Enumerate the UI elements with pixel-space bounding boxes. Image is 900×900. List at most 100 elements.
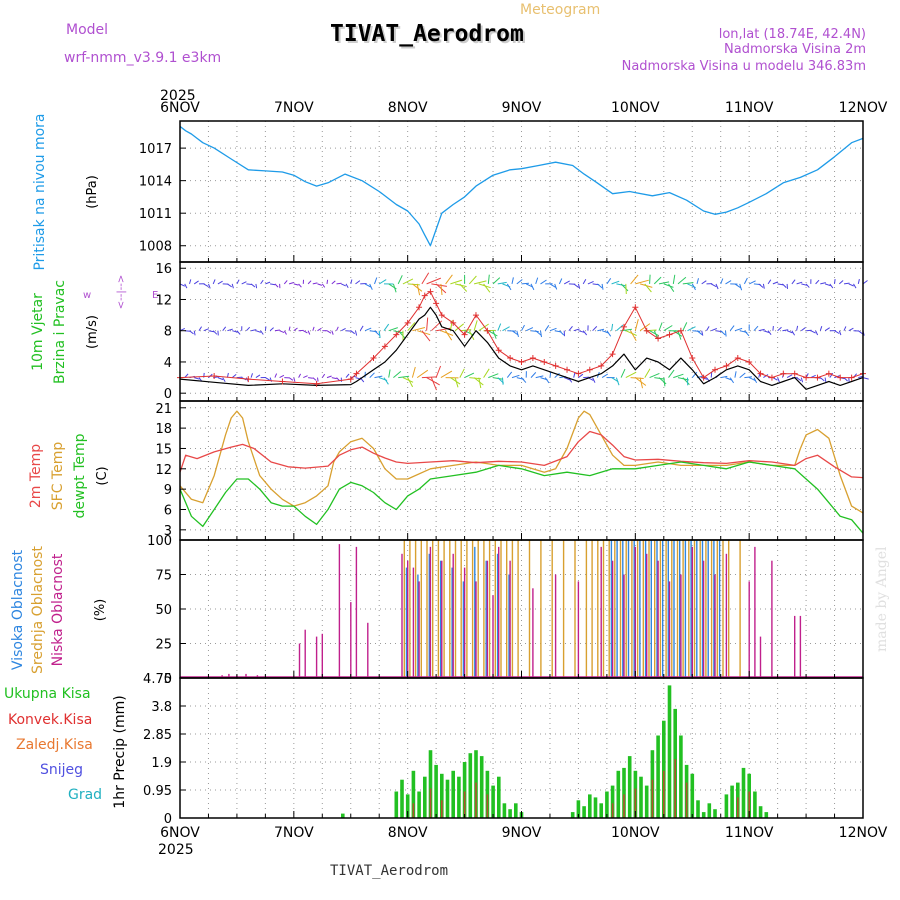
wind-barb [331, 330, 334, 335]
gust-marker [734, 355, 741, 362]
wind-barb [772, 281, 779, 285]
y-tick-label: 1.9 [151, 756, 172, 771]
cloud-low-axis-label: Niska Oblacnost [50, 553, 66, 666]
precip-total-bar [451, 770, 455, 818]
wind-barb [853, 283, 857, 289]
meteogram-subtitle: Meteogram [520, 2, 600, 18]
precip-total-bar [730, 785, 734, 818]
dewpoint-line [179, 461, 864, 534]
wind-barb [782, 329, 789, 332]
wind-barb [274, 329, 280, 332]
wind-barb [810, 330, 816, 334]
wind-barb [540, 330, 542, 338]
wind-barb [421, 272, 430, 285]
day-label-top: 10NOV [611, 100, 660, 116]
wind-barb [393, 371, 402, 378]
wind-barb [255, 330, 261, 333]
wind-barb [734, 283, 742, 289]
wind-barb [383, 323, 390, 331]
wind-barb [260, 279, 264, 285]
precip-total-bar [724, 794, 729, 818]
wind-barb [625, 330, 637, 336]
wind-barb [217, 377, 224, 381]
year-top: 2025 [160, 88, 196, 104]
y-tick-label: 18 [155, 422, 172, 437]
wind-barb [388, 369, 391, 378]
gust-marker [370, 355, 377, 362]
y-tick-label: 2.85 [143, 728, 172, 743]
wind-barb [497, 281, 507, 285]
wind-barb [824, 377, 827, 383]
wind-barb [345, 373, 350, 378]
wind-barb [767, 330, 772, 336]
wind-barb [397, 275, 403, 285]
wind-barb [184, 283, 188, 289]
cloud-unit-label: (%) [93, 599, 108, 622]
wind-barb [701, 280, 707, 285]
dewpoint-axis-label: dewpt Temp [72, 433, 88, 518]
wind-dir-w: w [83, 290, 91, 301]
wind-barb [777, 326, 782, 332]
wind-barb [592, 377, 596, 383]
gust-marker [825, 370, 832, 377]
wind-barb [848, 327, 854, 332]
wind-barb [502, 377, 504, 385]
day-label-bottom: 8NOV [388, 825, 428, 841]
wind-barb [677, 276, 687, 285]
wind-barb [189, 330, 194, 335]
precip-conv-bar [623, 794, 625, 818]
y-tick-label: 0.95 [143, 784, 172, 799]
wind-barb [317, 283, 323, 286]
y-tick-label: 4.75 [143, 672, 172, 687]
wind-barb [350, 330, 356, 335]
wind-barb [801, 283, 807, 286]
gust-marker [837, 374, 844, 381]
wind-barb [668, 283, 675, 292]
wind-barb [663, 283, 674, 288]
gust-marker [450, 319, 457, 326]
wind-barb [331, 280, 336, 285]
wind-barb [430, 377, 437, 391]
wind-barb [558, 278, 563, 285]
wind-barb [412, 327, 426, 332]
gust-marker [814, 374, 821, 381]
wind-barb [606, 330, 612, 337]
wind-barb [308, 377, 313, 379]
wind-barb [559, 330, 565, 336]
wind-barb [250, 373, 253, 378]
precip-conv-bar [429, 788, 432, 818]
wind-barb [682, 377, 690, 385]
gust-marker [347, 376, 354, 383]
wind-barb [274, 283, 279, 288]
wind-barb [710, 372, 713, 378]
wind-barb [255, 283, 258, 289]
wind-barb [279, 374, 285, 379]
precip-total-bar [707, 803, 712, 818]
wind-barb [288, 326, 291, 331]
gust-marker [666, 331, 673, 338]
wind-barb [739, 372, 746, 378]
wind-barb [815, 279, 820, 285]
precip-total-bar [491, 785, 495, 818]
wind-barb [378, 330, 381, 338]
y-tick-label: 15 [155, 442, 172, 457]
y-tick-label: 1011 [139, 207, 172, 222]
wind-barb [549, 327, 557, 332]
precip-total-bar [593, 797, 598, 818]
precip-total-bar [405, 794, 410, 818]
wind-barb [492, 330, 497, 339]
y-tick-label: 12 [155, 463, 172, 478]
wind-barb [331, 377, 337, 380]
precip-total-bar [588, 794, 592, 818]
wind-barb [464, 372, 475, 379]
wind-barb [682, 282, 694, 285]
precip-total-bar [662, 720, 666, 818]
gust-marker [416, 304, 423, 311]
wind-barb [720, 330, 726, 336]
wind-barb [625, 283, 627, 295]
wind-barb [492, 277, 501, 285]
wind-barb [601, 373, 609, 379]
wind-barb [283, 280, 288, 285]
wind-barb [568, 325, 573, 332]
wind-barb [682, 322, 688, 331]
